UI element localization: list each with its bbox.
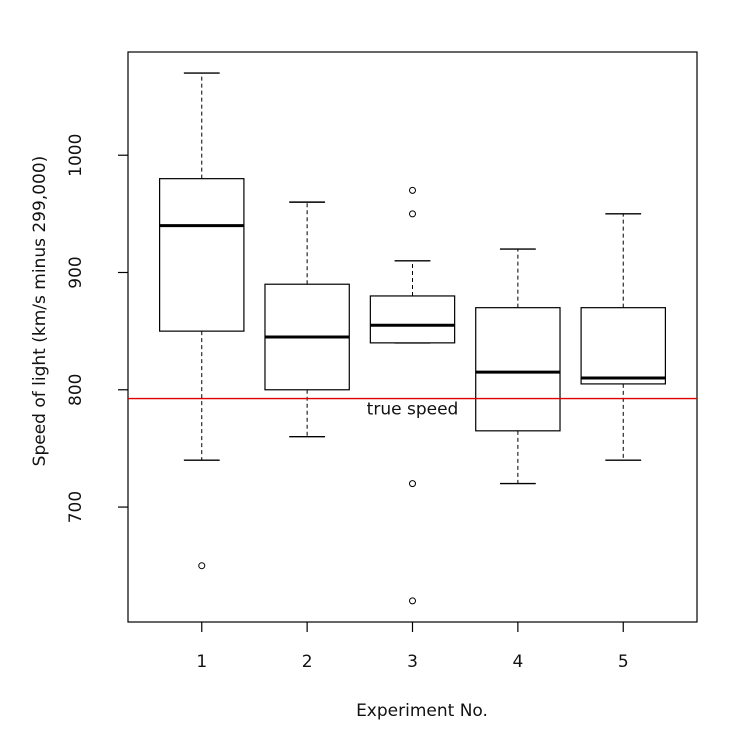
x-tick-label: 4 — [512, 652, 523, 672]
box — [475, 307, 561, 432]
box — [580, 307, 666, 385]
y-tick-label: 900 — [66, 256, 86, 288]
outlier — [409, 210, 416, 218]
y-axis-label: Speed of light (km/s minus 299,000) — [30, 156, 50, 467]
box — [369, 295, 456, 344]
reference-label: true speed — [367, 400, 459, 420]
x-tick-label: 3 — [407, 652, 418, 672]
x-axis-label: Experiment No. — [356, 701, 488, 721]
outlier — [409, 186, 416, 194]
box — [159, 178, 245, 332]
x-tick-label: 1 — [196, 652, 207, 672]
y-tick-label: 700 — [66, 491, 86, 523]
y-tick-label: 1000 — [66, 134, 86, 177]
outlier — [409, 597, 416, 605]
outlier — [409, 480, 416, 488]
outlier — [198, 562, 206, 570]
x-tick-label: 2 — [302, 652, 313, 672]
y-tick-label: 800 — [66, 374, 86, 406]
x-tick-label: 5 — [618, 652, 629, 672]
